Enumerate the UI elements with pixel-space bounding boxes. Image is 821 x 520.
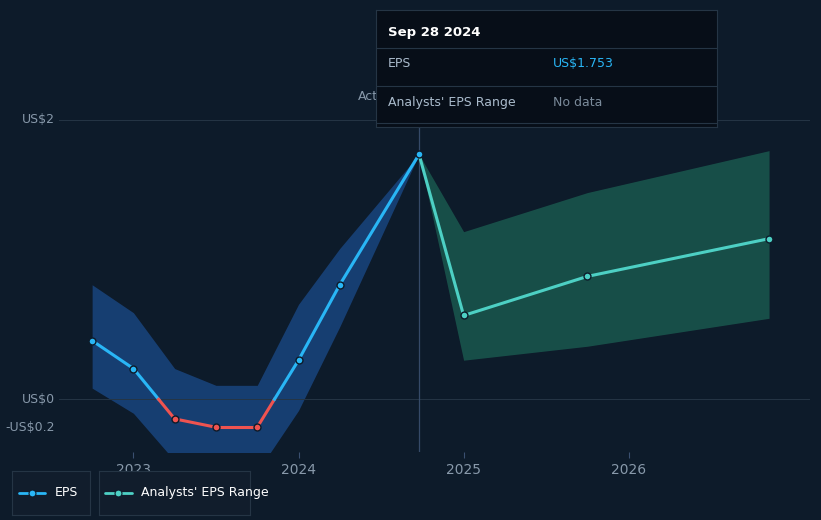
Text: US$1.753: US$1.753 <box>553 57 614 70</box>
Text: US$2: US$2 <box>22 113 55 126</box>
Text: Sep 28 2024: Sep 28 2024 <box>388 25 480 38</box>
Text: US$0: US$0 <box>22 393 55 406</box>
Text: Analysts' EPS Range: Analysts' EPS Range <box>388 96 516 109</box>
Text: Actual: Actual <box>358 90 397 103</box>
Text: -US$0.2: -US$0.2 <box>6 421 55 434</box>
Text: EPS: EPS <box>54 486 78 499</box>
Text: Analysts' EPS Range: Analysts' EPS Range <box>141 486 268 499</box>
Text: EPS: EPS <box>388 57 411 70</box>
Text: No data: No data <box>553 96 603 109</box>
Text: Analysts Forecasts: Analysts Forecasts <box>433 90 550 103</box>
